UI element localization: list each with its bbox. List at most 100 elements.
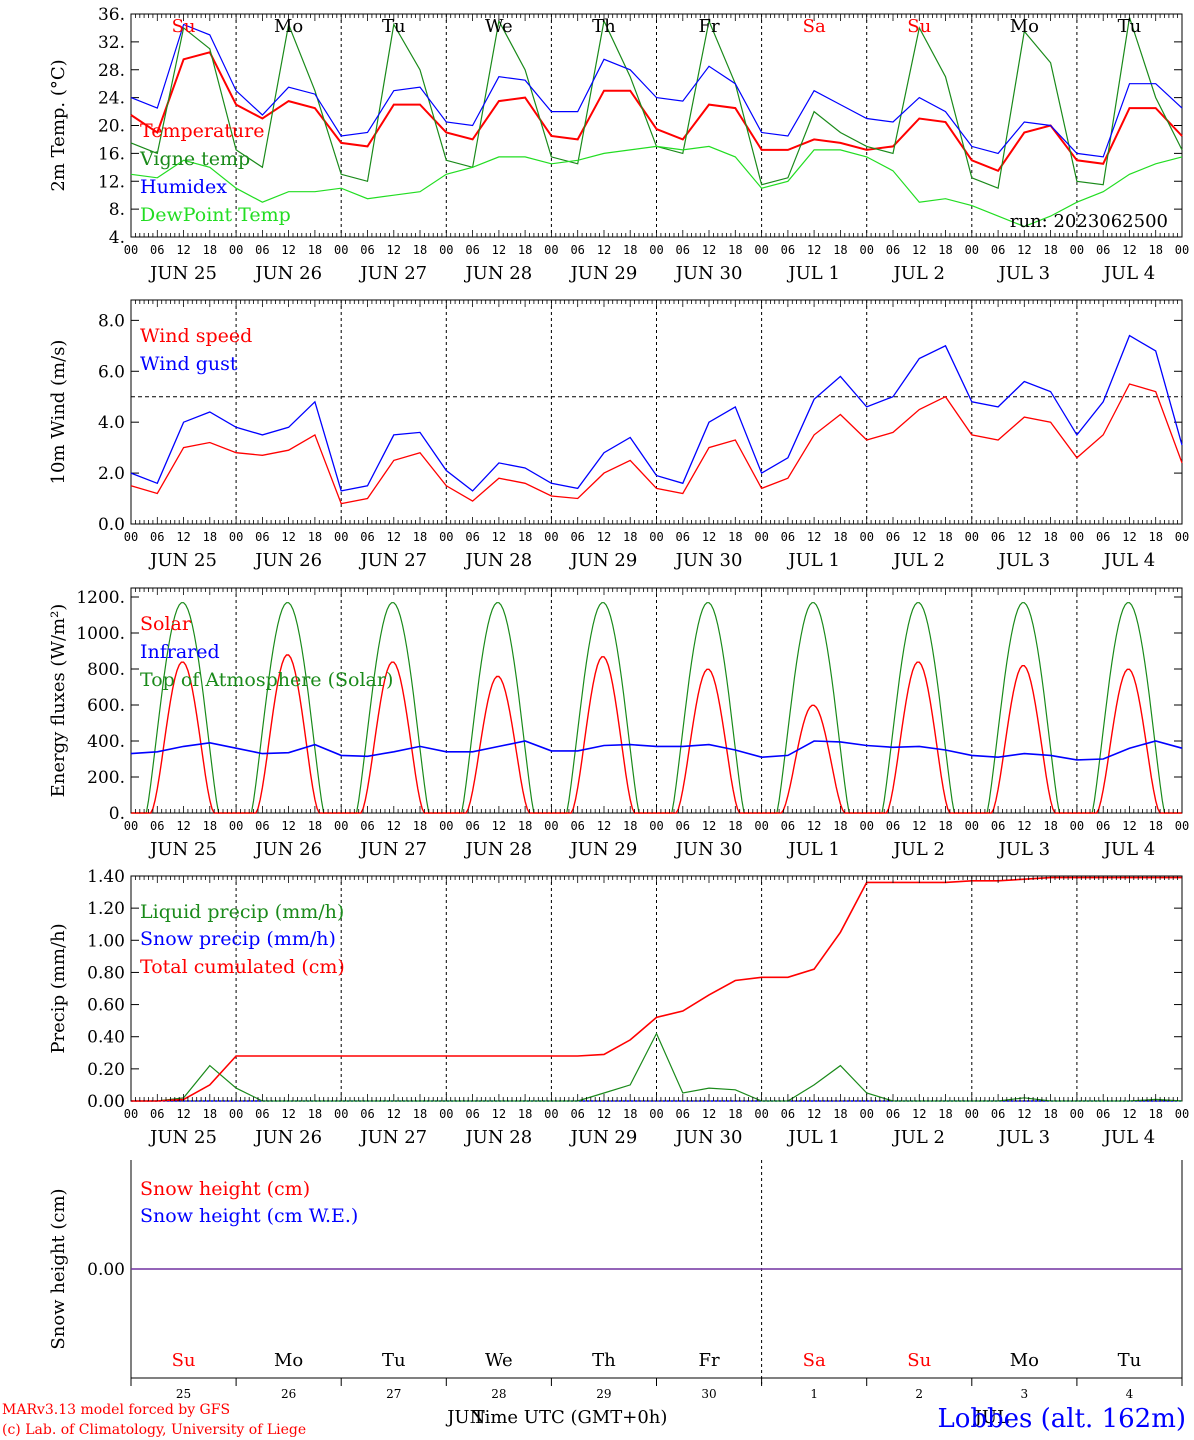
weekday-label: Mo <box>274 1350 303 1371</box>
date-label: JUN 27 <box>358 550 427 571</box>
hour-tick-label: 00 <box>965 1107 979 1121</box>
hour-tick-label: 00 <box>859 243 873 257</box>
y-tick-label: 4.0 <box>98 413 125 433</box>
hour-tick-label: 00 <box>965 819 979 833</box>
date-label: JUN 29 <box>569 550 638 571</box>
hour-tick-label: 18 <box>308 530 322 544</box>
day-number: 2 <box>915 1387 923 1401</box>
weekday-label: Tu <box>1118 1350 1142 1371</box>
hour-tick-label: 12 <box>1017 530 1031 544</box>
series-line <box>130 51 1183 173</box>
y-tick-label: 0.00 <box>87 1260 125 1280</box>
hour-tick-label: 12 <box>1017 1107 1031 1121</box>
hour-tick-label: 12 <box>807 1107 821 1121</box>
day-number: 28 <box>491 1387 506 1401</box>
hour-tick-label: 06 <box>781 1107 795 1121</box>
hour-tick-label: 06 <box>781 243 795 257</box>
date-label: JUN 29 <box>569 1127 638 1148</box>
date-label: JUN 30 <box>674 839 743 860</box>
series-line <box>130 23 1183 158</box>
weekday-label: Sa <box>803 1350 826 1371</box>
hour-tick-label: 00 <box>754 819 768 833</box>
y-axis-label: 10m Wind (m/s) <box>48 340 69 485</box>
date-label: JUL 3 <box>997 839 1051 860</box>
hour-tick-label: 06 <box>1096 819 1110 833</box>
hour-tick-label: 12 <box>176 243 190 257</box>
hour-tick-label: 12 <box>597 243 611 257</box>
hour-tick-label: 00 <box>754 1107 768 1121</box>
date-label: JUL 1 <box>786 1127 840 1148</box>
y-tick-label: 200. <box>87 768 125 788</box>
panel-3: 1200. 1000. 800. 600. 400. 200. 0. Energy fluxe… <box>48 587 1189 860</box>
legend-entry: Infrared <box>140 641 220 663</box>
month-label: JUL <box>973 1407 1009 1428</box>
hour-tick-label: 18 <box>413 530 427 544</box>
hour-tick-label: 00 <box>1175 819 1189 833</box>
hour-tick-label: 12 <box>176 530 190 544</box>
hour-tick-label: 12 <box>1017 819 1031 833</box>
date-label: JUN 27 <box>358 263 427 284</box>
plot-frame <box>130 587 1183 814</box>
hour-tick-label: 06 <box>991 819 1005 833</box>
weekday-label: Su <box>907 16 931 37</box>
hour-tick-label: 12 <box>281 530 295 544</box>
hour-tick-label: 00 <box>544 1107 558 1121</box>
weekday-label: Th <box>592 16 616 37</box>
hour-tick-label: 18 <box>938 530 952 544</box>
hour-tick-label: 00 <box>124 1107 138 1121</box>
hour-tick-label: 00 <box>965 530 979 544</box>
hour-tick-label: 06 <box>150 819 164 833</box>
hour-tick-label: 00 <box>229 819 243 833</box>
x-ticks <box>130 14 1183 237</box>
y-tick-label: 0. <box>109 804 125 824</box>
y-tick-label: 24. <box>98 89 125 109</box>
date-label: JUL 1 <box>786 839 840 860</box>
hour-tick-label: 00 <box>439 1107 453 1121</box>
hour-tick-label: 12 <box>492 819 506 833</box>
hour-tick-label: 00 <box>965 243 979 257</box>
day-number: 30 <box>701 1387 716 1401</box>
y-tick-label: 0.60 <box>87 996 125 1016</box>
hour-tick-label: 12 <box>176 1107 190 1121</box>
hour-tick-label: 12 <box>492 530 506 544</box>
legend-entry: Vigne temp <box>139 148 250 170</box>
legend-entry: Wind gust <box>140 353 238 375</box>
date-label: JUL 2 <box>891 1127 945 1148</box>
date-label: JUN 27 <box>358 1127 427 1148</box>
x-ticks <box>130 300 1183 524</box>
hour-tick-label: 06 <box>676 243 690 257</box>
hour-tick-label: 12 <box>702 530 716 544</box>
hour-tick-label: 06 <box>465 1107 479 1121</box>
panel-2: 8.0 6.0 4.0 2.0 0.0 10m Wind (m/s) Wind speed W… <box>48 299 1189 571</box>
hour-tick-label: 00 <box>439 530 453 544</box>
hour-tick-label: 18 <box>308 243 322 257</box>
hour-tick-label: 00 <box>649 1107 663 1121</box>
weekday-label: Mo <box>274 16 303 37</box>
day-number: 4 <box>1126 1387 1134 1401</box>
hour-tick-label: 06 <box>676 530 690 544</box>
hour-tick-label: 06 <box>255 819 269 833</box>
date-label: JUN 25 <box>148 550 217 571</box>
y-tick-label: 1000. <box>76 624 125 644</box>
date-label: JUN 30 <box>674 550 743 571</box>
hour-tick-label: 18 <box>728 819 742 833</box>
hour-tick-label: 12 <box>281 1107 295 1121</box>
y-tick-label: 8.0 <box>98 311 125 331</box>
hour-tick-label: 12 <box>597 819 611 833</box>
hour-tick-label: 18 <box>1043 243 1057 257</box>
hour-tick-label: 18 <box>413 243 427 257</box>
hour-tick-label: 00 <box>1070 243 1084 257</box>
hour-tick-label: 06 <box>360 819 374 833</box>
hour-tick-label: 12 <box>1122 530 1136 544</box>
hour-tick-label: 06 <box>886 1107 900 1121</box>
y-tick-label: 400. <box>87 732 125 752</box>
hour-tick-label: 12 <box>807 530 821 544</box>
legend-entry: Snow precip (mm/h) <box>140 928 336 950</box>
hour-tick-label: 06 <box>465 819 479 833</box>
date-label: JUL 2 <box>891 839 945 860</box>
hour-tick-label: 00 <box>754 243 768 257</box>
y-tick-label: 6.0 <box>98 362 125 382</box>
hour-tick-label: 18 <box>308 819 322 833</box>
hour-tick-label: 06 <box>886 243 900 257</box>
legend-entry: Liquid precip (mm/h) <box>140 901 344 923</box>
